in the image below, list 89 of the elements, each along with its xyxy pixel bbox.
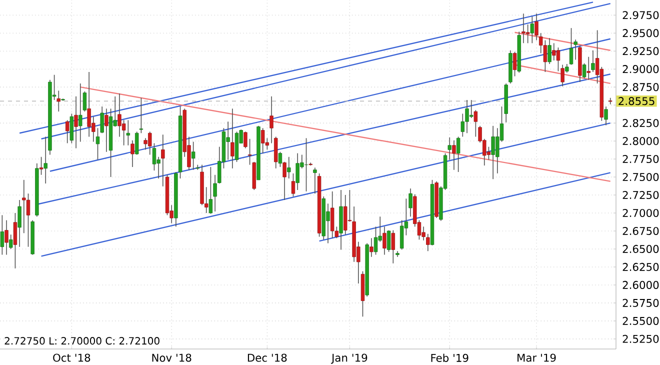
candlestick [161, 134, 165, 187]
x-tick-label: Dec '18 [248, 354, 287, 362]
candlestick [78, 83, 82, 142]
y-tick-label: 2.6750 [622, 226, 659, 236]
x-tick-label: Oct '18 [53, 354, 90, 362]
candlestick [4, 220, 8, 256]
candlestick [0, 214, 4, 256]
y-tick-label: 2.7750 [622, 154, 659, 164]
candlestick [452, 140, 456, 170]
candlestick [512, 51, 517, 77]
candlestick [244, 131, 248, 149]
candlestick [70, 113, 74, 144]
y-tick-label: 2.7500 [622, 172, 659, 182]
candlestick [586, 56, 590, 80]
candlestick [574, 39, 578, 60]
candlestick [274, 136, 278, 169]
y-tick-label: 2.8750 [622, 83, 659, 92]
candlestick [134, 131, 139, 156]
y-tick-label: 2.7000 [622, 208, 659, 218]
y-tick-label: 2.8000 [622, 136, 659, 146]
candlestick [139, 97, 144, 134]
candlestick [386, 230, 391, 252]
candlestick [13, 212, 18, 269]
candlestick [313, 167, 317, 194]
y-tick-label: 2.6000 [622, 280, 659, 289]
candlestick [26, 193, 30, 248]
candlestick [208, 166, 213, 214]
y-tick-label: 2.7250 [622, 190, 659, 200]
candlestick [130, 140, 134, 168]
x-tick-label: Jan '19 [330, 354, 368, 364]
candlestick [100, 106, 104, 134]
x-tick-label: Nov '18 [152, 354, 192, 362]
ref-line-label: 2.8555 [618, 97, 654, 106]
annotation: 2.72750 L: 2.70000 C: 2.72100 [4, 337, 160, 345]
candlestick [191, 141, 196, 170]
candlestick [344, 194, 348, 235]
y-tick-label: 2.9000 [622, 65, 659, 74]
candlestick [248, 138, 252, 166]
candlestick [230, 108, 234, 169]
candlestick [391, 230, 395, 264]
candlestick [534, 13, 538, 41]
candlestick [552, 42, 556, 61]
candlestick [287, 156, 291, 179]
candlestick [74, 96, 78, 149]
candlestick [569, 28, 574, 66]
y-tick-label: 2.6500 [622, 244, 659, 254]
y-tick-label: 2.5500 [622, 316, 659, 325]
candlestick [530, 16, 534, 44]
candlestick [126, 120, 130, 146]
candlestick [608, 97, 612, 105]
candlestick [370, 238, 374, 258]
y-tick-label: 2.6250 [622, 262, 659, 271]
candlestick [270, 96, 274, 144]
candlestick [382, 226, 386, 256]
candlestick [456, 136, 460, 172]
candlestick [474, 110, 478, 138]
candlestick [548, 38, 552, 64]
candlestick [591, 50, 595, 72]
candlestick [556, 47, 560, 72]
candlestick [400, 220, 404, 250]
candlestick [104, 108, 108, 152]
y-tick-label: 2.9250 [622, 47, 659, 56]
candlestick [39, 156, 44, 176]
y-tick-label: 2.8250 [622, 119, 659, 128]
candlestick [526, 24, 530, 44]
candlestick [56, 90, 60, 112]
candlestick [330, 191, 334, 239]
x-tick-label: Mar '19 [518, 354, 556, 362]
candlestick [9, 234, 13, 250]
candlestick [226, 121, 230, 160]
candlestick [213, 174, 217, 212]
candlestick [291, 173, 296, 197]
y-tick-label: 2.5250 [622, 334, 659, 343]
candlestick [44, 136, 48, 184]
candlestick [65, 120, 70, 144]
candlestick [604, 106, 608, 126]
candlestick [260, 128, 265, 154]
candlestick [22, 180, 26, 234]
candlestick [18, 200, 22, 248]
candlestick [426, 233, 430, 252]
candlestick [282, 162, 286, 200]
x-tick-label: Feb '19 [431, 354, 468, 362]
candlestick [96, 128, 100, 160]
candlestick [560, 64, 564, 87]
y-tick-label: 2.9500 [622, 29, 659, 38]
candlestick [408, 188, 412, 217]
candlestick [469, 100, 474, 118]
y-tick-label: 2.5750 [622, 298, 659, 307]
y-tick-label: 2.9750 [622, 11, 659, 20]
